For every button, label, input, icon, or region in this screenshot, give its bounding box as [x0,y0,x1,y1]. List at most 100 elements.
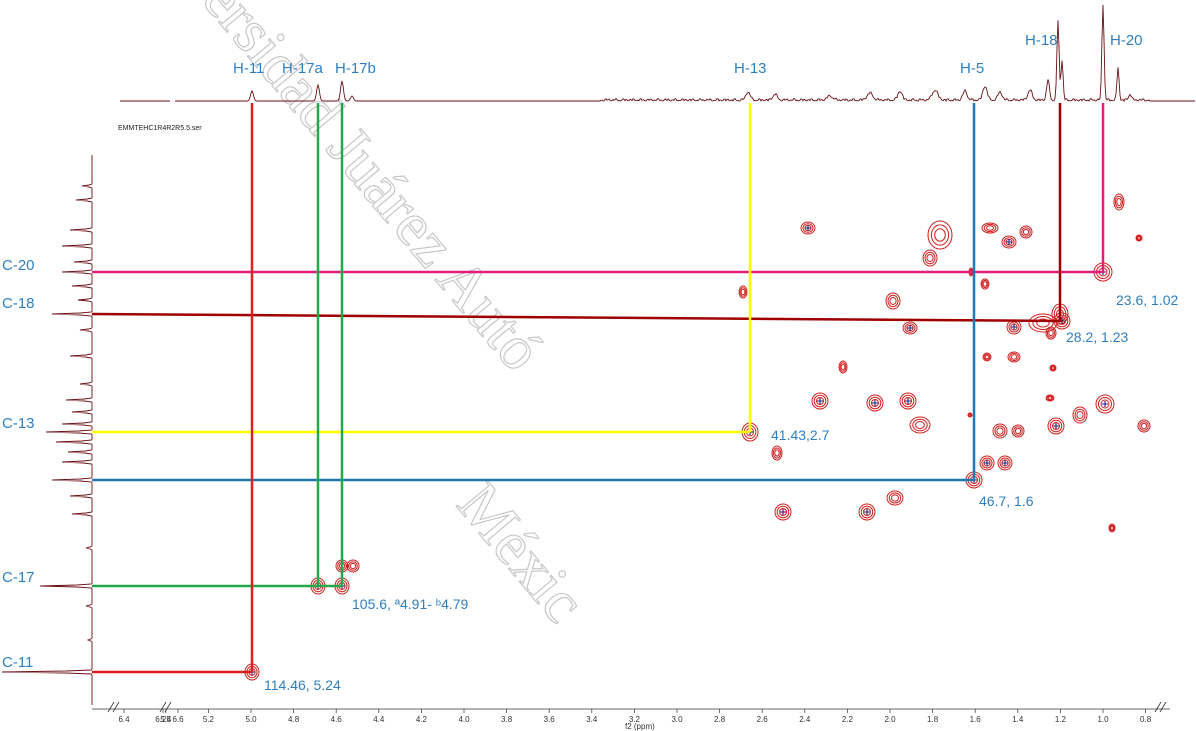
contour-ring [904,397,912,405]
x-tick-label: 5.4 [160,715,172,724]
contour-ring [802,223,814,233]
contour-ring [738,285,748,299]
contour-ring [1050,365,1056,371]
contour-ring [1116,198,1122,206]
contour-ring [885,292,901,310]
contour-ring [779,508,787,516]
x-tick-label: 2.0 [884,715,896,724]
x-axis-label: f2 (ppm) [625,722,655,731]
peak-cross-marker [905,398,911,404]
contour-ring [838,360,848,374]
contour-ring [1047,417,1065,435]
contour-ring [922,249,938,267]
x-tick-label: 3.0 [671,715,683,724]
f1-projection-spectrum [1,155,93,705]
contour-ring [1136,235,1142,241]
contour-ring [1108,523,1116,533]
file-name: EMMTEHC1R4R2R5.5.ser [118,125,202,132]
peak-cross-marker [1011,324,1017,330]
contour-ring [996,427,1004,435]
contour-ring [980,278,990,290]
x-tick-label: 4.4 [373,715,385,724]
watermark-line-1: ersidad Juárez Autó [189,0,555,384]
contour-ring [886,490,904,506]
proton-label-h17a: H-17a [282,60,324,77]
contour-ring [1019,225,1033,239]
contour-ring [979,455,995,471]
contour-ring [926,254,934,262]
contour-ring [1049,364,1057,372]
contour-ring [1001,459,1009,467]
contour-peaks [244,193,1151,681]
contour-ring [888,492,902,504]
axis-break-mark [1154,701,1167,713]
annotation-c13: 41.43,2.7 [771,427,830,443]
contour-ring [1046,328,1056,338]
contour-ring [934,228,946,242]
contour-ring [1045,394,1055,402]
contour-ring [986,225,994,231]
peak-cross-marker [1053,423,1059,429]
peak-cross-marker [1102,401,1108,407]
contour-ring [1051,366,1055,370]
contour-ring [1013,426,1023,436]
x-tick-label: 4.8 [288,715,300,724]
contour-ring [860,505,874,519]
peak-cross-marker [1002,460,1008,466]
contour-ring [904,323,916,333]
x-tick-label: 3.2 [629,715,641,724]
contour-ring [866,394,884,412]
contour-ring [772,447,782,459]
annotation-c17: 105.6, ª4.91- ᵇ4.79 [352,596,469,612]
peak-cross-marker [872,400,878,406]
proton-label-h5: H-5 [960,60,984,77]
contour-ring [1137,236,1141,240]
x-tick-label: 2.4 [799,715,811,724]
contour-ring [983,353,991,361]
contour-ring [776,505,790,519]
contour-ring [1135,234,1143,242]
contour-ring [1072,406,1088,424]
x-tick-label: 1.6 [970,715,982,724]
x-tick-label: 6.25 [155,715,171,724]
contour-ring [868,396,882,410]
contour-ring [1100,399,1110,409]
contour-ring [1046,395,1054,401]
contour-ring [1010,323,1018,331]
x-tick-label: 1.4 [1012,715,1024,724]
contour-ring [1095,394,1115,414]
contour-ring [999,457,1011,469]
contour-ring [984,354,990,360]
x-tick-label: 2.8 [714,715,726,724]
contour-ring [858,503,876,521]
contour-ring [1036,318,1050,328]
contour-ring [891,494,899,502]
peak-cross-marker [864,509,870,515]
contour-ring [981,457,993,469]
peak-cross-marker [1006,239,1012,245]
contour-ring [1007,351,1021,363]
contour-ring [1140,422,1148,430]
x-tick-label: 4.6 [331,715,343,724]
proton-label-h17b: H-17b [335,60,376,77]
contour-ring [901,394,915,408]
proton-label-h18: H-18 [1025,32,1058,49]
contour-ring [740,288,746,296]
carbon-label-c13: C-13 [2,415,35,432]
contour-ring [1009,352,1019,362]
contour-ring [887,294,899,308]
x-tick-label: 6.6 [172,715,184,724]
x-tick-label: 5.2 [203,715,215,724]
contour-ring [1052,422,1060,430]
carbon-label-c20: C-20 [2,257,35,274]
x-tick-label: 3.6 [544,715,556,724]
contour-ring [1011,424,1025,438]
x-tick-label: 3.8 [501,715,513,724]
x-tick-label: 4.2 [416,715,428,724]
contour-ring [840,363,846,371]
proton-label-h13: H-13 [734,60,767,77]
axis-break-mark [107,701,120,713]
contour-ring [994,425,1006,437]
peak-cross-marker [817,398,823,404]
contour-ring [1048,329,1054,337]
